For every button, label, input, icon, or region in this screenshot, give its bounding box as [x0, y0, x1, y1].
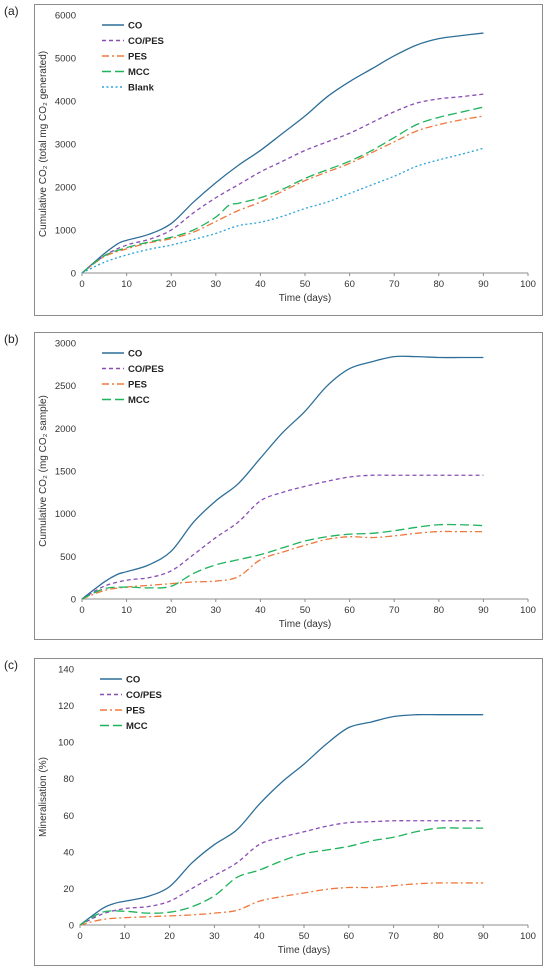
- series-line-co: [79, 713, 484, 926]
- x-tick-label: 20: [166, 605, 177, 616]
- y-tick-label: 1000: [55, 509, 76, 520]
- x-tick-label: 20: [164, 931, 175, 942]
- x-tick-label: 80: [433, 931, 444, 942]
- chart-a: 0 1000 2000 3000 4000 5000 6000 0 10 20 30 40 50 60 70…: [38, 11, 536, 305]
- series-line-co-pes: [81, 474, 484, 600]
- series-line-pes: [79, 882, 484, 926]
- y-tick-label: 1500: [55, 467, 76, 478]
- x-axis-label: Time (days): [278, 945, 330, 956]
- x-tick-label: 40: [255, 279, 266, 290]
- y-tick-label: 20: [63, 884, 74, 895]
- y-tick-label: 500: [60, 552, 76, 563]
- series-line-mcc: [79, 827, 484, 926]
- y-axis-label: Mineralisation (%): [38, 757, 49, 837]
- legend-label: MCC: [128, 395, 150, 406]
- y-tick-label: 80: [63, 774, 74, 785]
- y-axis-label: Cumulative CO₂ (total mg CO₂ generated): [38, 51, 49, 237]
- panel-label-c: (c): [4, 658, 18, 672]
- y-tick-label: 2000: [55, 424, 76, 435]
- y-tick-label: 5000: [55, 54, 76, 65]
- y-tick-label: 6000: [55, 11, 76, 22]
- x-tick-label: 30: [211, 605, 222, 616]
- chart-c: 0 20 40 60 80 100 120 140 0 10 20 30 40 50 60 70 80 90 100…: [38, 665, 536, 957]
- legend-label: MCC: [126, 721, 148, 732]
- y-tick-label: 140: [58, 665, 74, 676]
- y-tick-label: 40: [63, 847, 74, 858]
- x-tick-label: 0: [77, 931, 82, 942]
- y-tick-label: 2500: [55, 381, 76, 392]
- x-tick-label: 50: [299, 931, 310, 942]
- y-tick-label: 0: [69, 921, 74, 932]
- x-tick-label: 40: [255, 605, 266, 616]
- legend-label: PES: [126, 706, 145, 717]
- y-tick-label: 120: [58, 701, 74, 712]
- x-tick-label: 30: [209, 931, 220, 942]
- chart-panel-a: 0 1000 2000 3000 4000 5000 6000 0 10 20 30 40 50 60 70…: [34, 4, 543, 316]
- x-tick-label: 100: [520, 605, 536, 616]
- series-line-co-pes: [79, 820, 484, 926]
- x-tick-label: 90: [478, 279, 489, 290]
- x-tick-label: 60: [344, 279, 355, 290]
- x-tick-label: 70: [388, 931, 399, 942]
- y-tick-label: 0: [71, 595, 76, 606]
- legend-label: PES: [128, 52, 147, 63]
- y-tick-label: 100: [58, 738, 74, 749]
- x-tick-label: 100: [520, 279, 536, 290]
- x-axis-label: Time (days): [279, 293, 331, 304]
- series-line-co: [81, 32, 484, 274]
- series-line-co: [81, 355, 484, 600]
- y-tick-label: 60: [63, 811, 74, 822]
- chart-b: 0 500 1000 1500 2000 2500 3000 0 10 20 30 40 50 60 70 8…: [38, 339, 536, 631]
- x-tick-label: 50: [300, 279, 311, 290]
- panel-label-a: (a): [4, 4, 19, 18]
- x-tick-label: 70: [389, 279, 400, 290]
- legend-label: CO: [128, 349, 142, 360]
- series-line-blank: [81, 147, 484, 274]
- y-axis-label: Cumulative CO₂ (mg CO₂ sample): [38, 395, 49, 547]
- x-tick-label: 80: [434, 605, 445, 616]
- chart-panel-c: 0 20 40 60 80 100 120 140 0 10 20 30 40 50 60 70 80 90 100…: [34, 658, 543, 966]
- legend-label: PES: [128, 380, 147, 391]
- x-axis-label: Time (days): [279, 619, 331, 630]
- x-tick-label: 60: [344, 605, 355, 616]
- legend-label: MCC: [128, 67, 150, 78]
- legend-label: CO: [126, 675, 140, 686]
- legend-label: CO/PES: [126, 690, 162, 701]
- x-tick-label: 60: [344, 931, 355, 942]
- legend-label: CO/PES: [128, 364, 164, 375]
- series-line-mcc: [81, 106, 484, 274]
- y-tick-label: 1000: [55, 226, 76, 237]
- x-tick-label: 20: [166, 279, 177, 290]
- y-tick-label: 2000: [55, 183, 76, 194]
- y-tick-label: 3000: [55, 339, 76, 350]
- x-tick-label: 40: [254, 931, 265, 942]
- series-line-mcc: [81, 523, 484, 600]
- x-tick-label: 0: [79, 605, 84, 616]
- series-line-co-pes: [81, 93, 484, 274]
- y-tick-label: 0: [71, 269, 76, 280]
- x-tick-label: 0: [79, 279, 84, 290]
- legend-label: Blank: [128, 83, 155, 94]
- x-tick-label: 90: [478, 605, 489, 616]
- legend-label: CO: [128, 21, 142, 32]
- x-tick-label: 10: [121, 605, 132, 616]
- y-tick-label: 3000: [55, 140, 76, 151]
- x-tick-label: 30: [211, 279, 222, 290]
- series-line-pes: [81, 530, 484, 600]
- legend-label: CO/PES: [128, 36, 164, 47]
- chart-panel-b: 0 500 1000 1500 2000 2500 3000 0 10 20 30 40 50 60 70 8…: [34, 332, 543, 640]
- x-tick-label: 70: [389, 605, 400, 616]
- x-tick-label: 100: [520, 931, 536, 942]
- x-tick-label: 10: [121, 279, 132, 290]
- y-tick-label: 4000: [55, 97, 76, 108]
- series-line-pes: [81, 115, 484, 274]
- x-tick-label: 10: [120, 931, 131, 942]
- x-tick-label: 80: [434, 279, 445, 290]
- x-tick-label: 50: [300, 605, 311, 616]
- panel-label-b: (b): [4, 332, 19, 346]
- x-tick-label: 90: [478, 931, 489, 942]
